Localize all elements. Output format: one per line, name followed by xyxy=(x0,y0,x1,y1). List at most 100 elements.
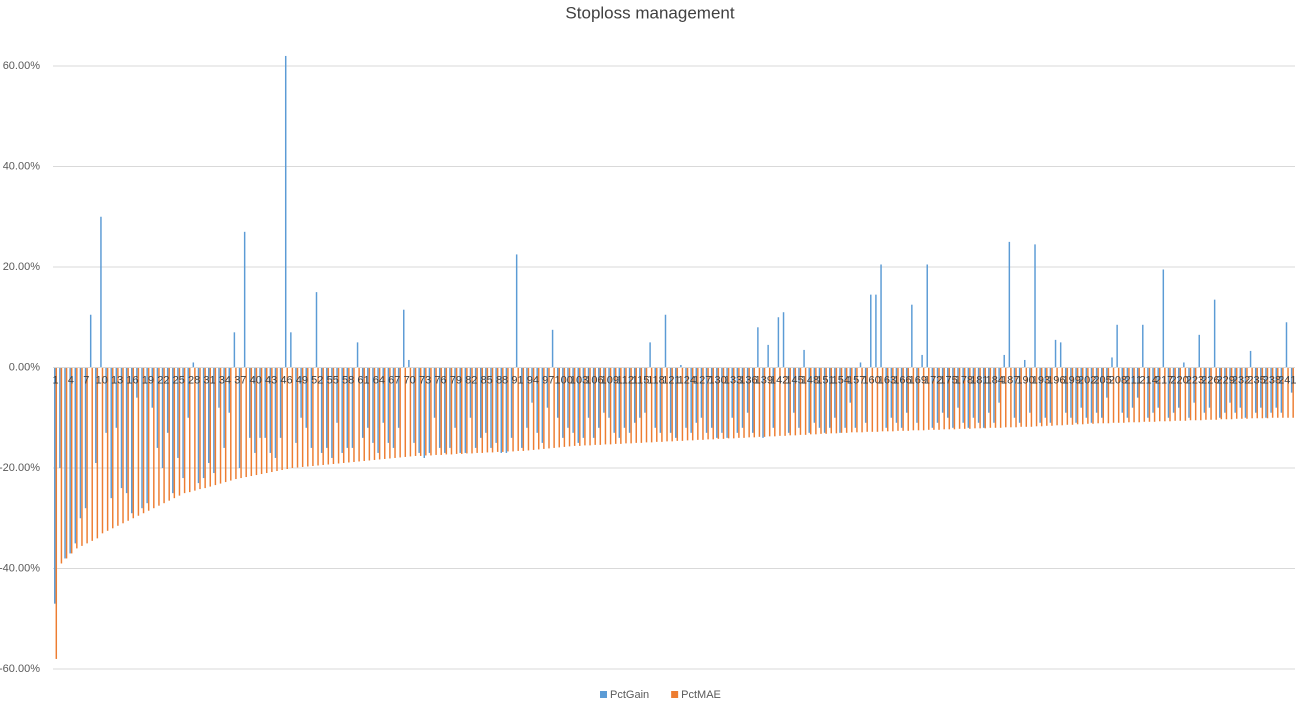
bar xyxy=(295,367,297,443)
bar xyxy=(825,367,827,434)
x-tick-label: 139 xyxy=(755,374,773,386)
bar xyxy=(635,367,637,443)
legend-label: PctGain xyxy=(610,689,649,701)
bar xyxy=(342,367,345,463)
bar xyxy=(260,367,263,475)
bar xyxy=(312,367,314,466)
bar xyxy=(823,367,826,433)
x-tick-label: 124 xyxy=(678,374,696,386)
bar xyxy=(1208,367,1211,408)
y-tick-label: -20.00% xyxy=(0,462,40,474)
bar xyxy=(505,367,508,453)
bar xyxy=(207,367,210,463)
bar xyxy=(265,367,268,474)
bar xyxy=(480,367,482,438)
bar xyxy=(536,367,538,433)
x-tick-label: 70 xyxy=(404,374,416,386)
bar xyxy=(230,367,232,481)
bar xyxy=(423,367,426,458)
x-tick-label: 127 xyxy=(693,374,711,386)
bar xyxy=(76,367,78,549)
bar xyxy=(1282,367,1284,418)
x-tick-label: 61 xyxy=(357,374,369,386)
bar xyxy=(1239,367,1242,408)
bar xyxy=(922,367,925,431)
bar xyxy=(926,264,928,368)
bar xyxy=(399,367,401,458)
bar xyxy=(515,254,518,368)
bar xyxy=(300,367,302,418)
bar xyxy=(1167,367,1170,418)
bar xyxy=(428,367,431,453)
bar xyxy=(963,367,966,429)
bar xyxy=(1235,367,1238,419)
bar xyxy=(738,367,740,438)
x-tick-label: 166 xyxy=(893,374,911,386)
bar xyxy=(532,367,535,450)
bar xyxy=(608,367,610,418)
bar xyxy=(351,367,354,448)
bar xyxy=(895,367,898,423)
bar xyxy=(413,367,415,443)
x-tick-label: 19 xyxy=(142,374,154,386)
bar xyxy=(142,367,145,514)
bar xyxy=(931,367,934,428)
bar xyxy=(409,367,412,457)
bar xyxy=(243,231,246,368)
x-tick-label: 22 xyxy=(157,374,169,386)
bar xyxy=(1010,367,1012,428)
bar xyxy=(177,367,179,458)
bar xyxy=(712,367,714,440)
bar xyxy=(1265,367,1267,418)
bar xyxy=(774,367,776,437)
bar xyxy=(546,367,549,408)
bar xyxy=(117,367,119,526)
bar xyxy=(1241,367,1243,419)
bar xyxy=(459,367,461,453)
bar xyxy=(1225,367,1228,420)
bar xyxy=(1003,354,1005,368)
bar xyxy=(178,367,181,496)
bar xyxy=(331,367,333,458)
x-tick-label: 76 xyxy=(434,374,446,386)
bar xyxy=(367,367,369,428)
bar xyxy=(757,327,759,368)
y-tick-label: 20.00% xyxy=(3,261,41,273)
bar xyxy=(377,367,379,453)
x-tick-label: 103 xyxy=(570,374,588,386)
bar xyxy=(284,55,287,368)
x-tick-label: 79 xyxy=(450,374,462,386)
bar xyxy=(568,367,571,447)
bar xyxy=(1174,367,1176,421)
bar xyxy=(649,342,651,368)
bar xyxy=(1071,367,1074,425)
x-tick-label: 40 xyxy=(250,374,262,386)
bar xyxy=(803,349,805,368)
bar xyxy=(830,367,832,434)
bar xyxy=(628,367,631,433)
bar xyxy=(548,367,550,449)
bar xyxy=(1254,367,1257,413)
bar xyxy=(1054,339,1057,368)
bar xyxy=(1292,367,1294,418)
bar xyxy=(326,367,328,448)
bar xyxy=(962,367,964,423)
bar xyxy=(1005,367,1007,428)
bar xyxy=(433,367,436,418)
bar xyxy=(361,367,364,438)
x-tick-label: 94 xyxy=(527,374,539,386)
x-tick-label: 118 xyxy=(647,374,665,386)
bar xyxy=(214,367,217,486)
bar xyxy=(892,367,894,432)
x-tick-label: 181 xyxy=(970,374,988,386)
bar xyxy=(161,367,164,468)
x-tick-label: 28 xyxy=(188,374,200,386)
x-tick-label: 58 xyxy=(342,374,354,386)
bar xyxy=(269,367,272,453)
bar xyxy=(661,367,663,442)
bar xyxy=(249,367,251,438)
bar xyxy=(777,317,780,368)
x-tick-label: 148 xyxy=(801,374,819,386)
bar xyxy=(132,367,135,519)
bar xyxy=(727,367,730,439)
